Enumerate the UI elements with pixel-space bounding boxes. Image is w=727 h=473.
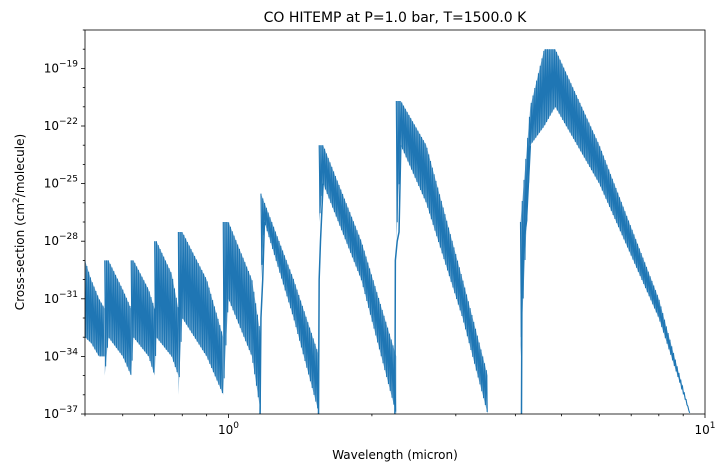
series-band-fill-8	[396, 101, 488, 414]
series-band-fill-7	[319, 145, 397, 414]
y-tick-label: 10−34	[44, 347, 79, 363]
series-band-fill-1	[104, 260, 132, 376]
x-tick-label: 100	[218, 421, 239, 437]
series-connector-1	[317, 183, 324, 414]
y-axis-label: Cross-section (cm2/molecule)	[12, 134, 27, 310]
series-band-fill-2	[131, 260, 155, 376]
y-tick-label: 10−28	[44, 232, 79, 248]
series-connector-2	[394, 145, 402, 414]
series-band-fill-6	[260, 193, 320, 414]
x-tick-label: 101	[694, 421, 715, 437]
series-connector-0	[259, 221, 266, 414]
y-axis-label-prefix: Cross-section (cm	[13, 203, 27, 310]
chart-title: CO HITEMP at P=1.0 bar, T=1500.0 K	[264, 10, 528, 26]
y-tick-label: 10−37	[44, 405, 78, 421]
series-band-fill-5	[223, 222, 261, 414]
y-tick-label: 10−25	[44, 175, 78, 191]
series-group	[85, 49, 691, 414]
series-band-fill-3	[154, 241, 179, 376]
x-axis: 100 101	[84, 414, 716, 437]
y-tick-label: 10−31	[44, 290, 78, 306]
x-axis-label: Wavelength (micron)	[332, 448, 458, 462]
series-band-fill-0	[85, 260, 105, 357]
y-axis-label-sup: 2	[12, 197, 22, 203]
series-band-fill-4	[178, 232, 224, 395]
y-axis: 10−19 10−22 10−25 10−28 10−31 10−34 10−37	[44, 29, 85, 421]
y-axis-label-suffix: /molecule)	[13, 134, 27, 197]
y-tick-label: 10−22	[44, 117, 78, 133]
y-tick-label: 10−19	[44, 59, 79, 75]
plot-area	[84, 29, 706, 415]
series-band-fill-9	[520, 49, 690, 414]
series-connector-3	[520, 145, 532, 414]
